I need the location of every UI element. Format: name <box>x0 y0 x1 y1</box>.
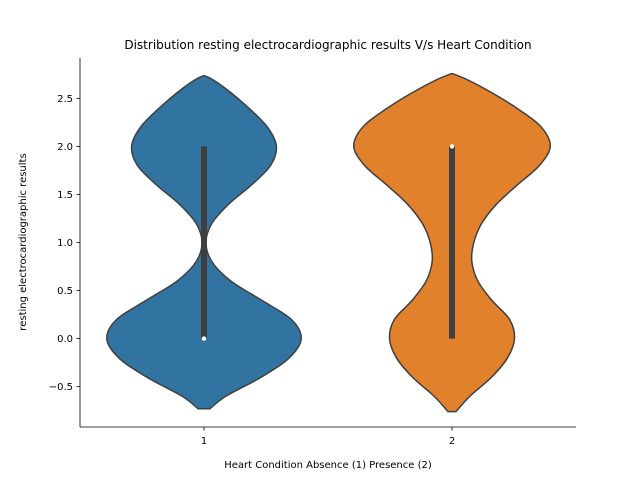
y-tick-label: 2.0 <box>57 142 73 153</box>
violin-iqr-box-2 <box>449 146 455 339</box>
x-tick-label: 1 <box>201 436 207 447</box>
y-tick-label: 0.5 <box>57 286 73 297</box>
y-tick-label: 2.5 <box>57 94 73 105</box>
y-tick-label: 0.0 <box>57 334 73 345</box>
violin-median-2 <box>449 144 455 149</box>
violin-iqr-box-1 <box>201 146 207 339</box>
y-tick-label: −0.5 <box>49 382 73 393</box>
x-axis-label: Heart Condition Absence (1) Presence (2) <box>224 460 432 471</box>
chart-title: Distribution resting electrocardiographi… <box>124 38 531 52</box>
y-tick-label: 1.0 <box>57 238 73 249</box>
violin-median-1 <box>201 336 207 341</box>
y-axis-label: resting electrocardiographic results <box>18 153 29 330</box>
y-tick-label: 1.5 <box>57 190 73 201</box>
violins-layer <box>106 72 551 413</box>
x-tick-label: 2 <box>449 436 455 447</box>
y-ticks: −0.5 0.0 0.5 1.0 1.5 2.0 2.5 <box>49 94 80 393</box>
